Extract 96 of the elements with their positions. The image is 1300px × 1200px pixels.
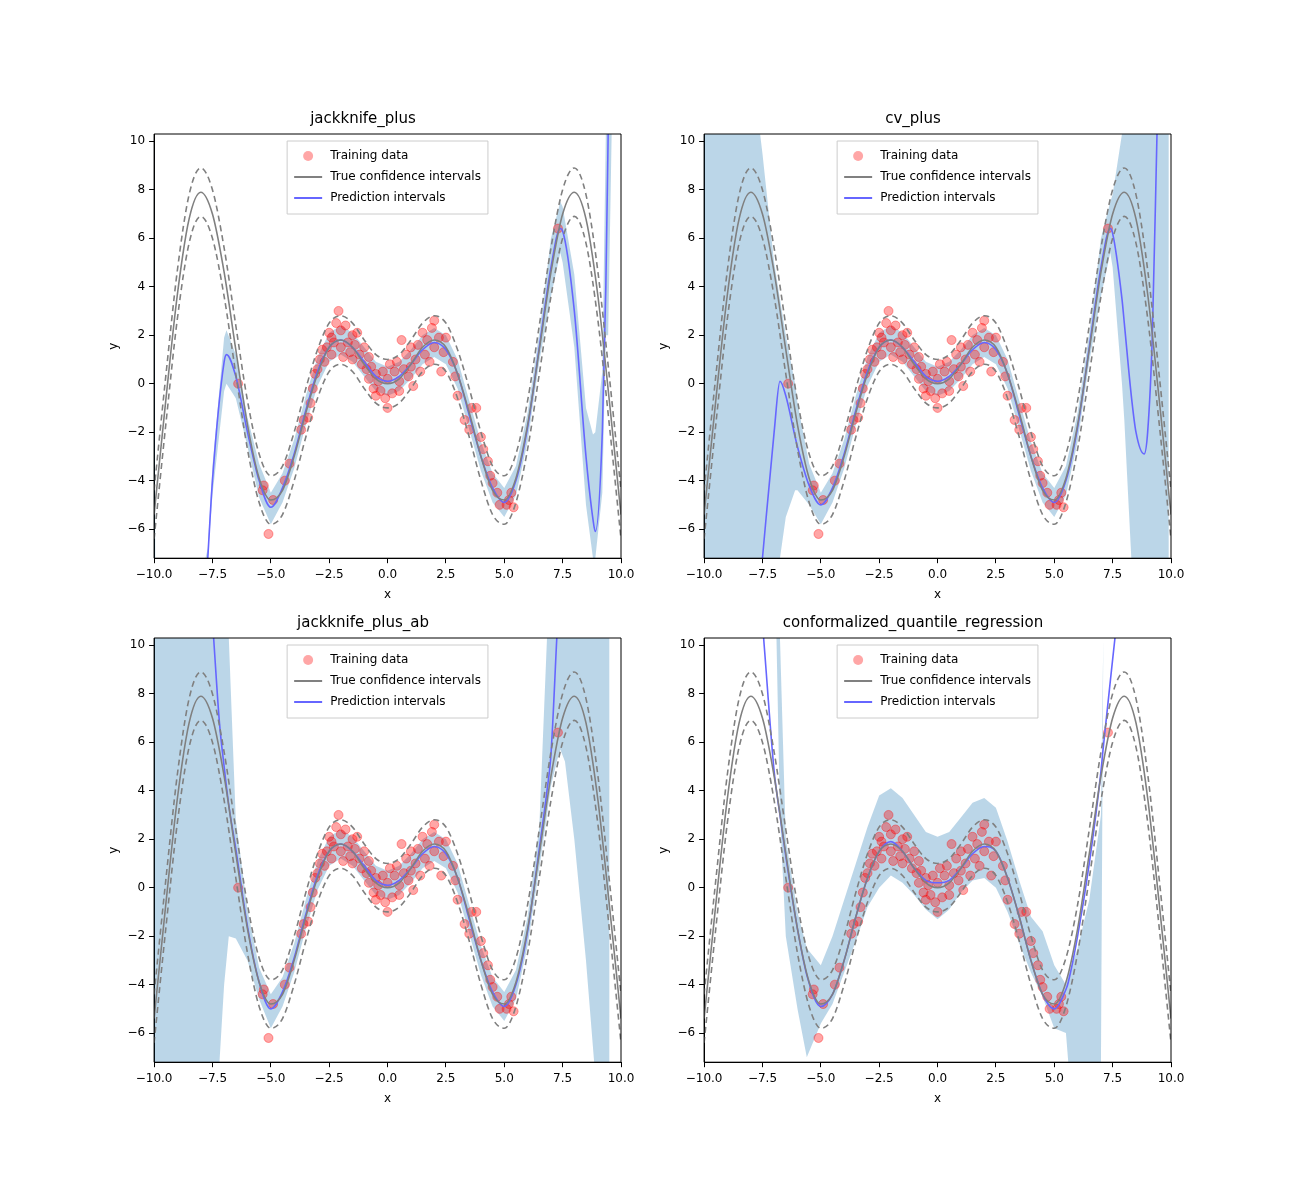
legend-label: Prediction intervals xyxy=(880,694,996,709)
y-tick-label: 2 xyxy=(687,831,696,846)
y-tick-label: 6 xyxy=(687,230,696,245)
x-tick-label: 2.5 xyxy=(986,566,1006,581)
x-tick-label: 10.0 xyxy=(1157,566,1185,581)
x-tick-label: 0.0 xyxy=(378,566,398,581)
x-tick-label: −10.0 xyxy=(685,1070,723,1085)
x-tick-label: −2.5 xyxy=(864,1070,894,1085)
legend-label: Training data xyxy=(329,652,409,667)
y-tick-label: 10 xyxy=(679,133,696,148)
chart-title: jackknife_plus_ab xyxy=(296,612,429,632)
y-tick-label: 4 xyxy=(137,782,146,797)
y-tick-label: 8 xyxy=(137,181,146,196)
y-tick-label: 10 xyxy=(129,637,146,652)
legend-label: Training data xyxy=(879,652,959,667)
x-tick-label: 7.5 xyxy=(553,1070,573,1085)
y-tick-label: 2 xyxy=(687,327,696,342)
y-tick-label: 2 xyxy=(137,831,146,846)
y-tick-label: 0 xyxy=(687,375,696,390)
legend-label: Prediction intervals xyxy=(330,694,446,709)
y-axis-title: y xyxy=(656,342,671,350)
x-axis-title: x xyxy=(933,1090,942,1105)
legend-label: Training data xyxy=(879,148,959,163)
x-tick-label: −5.0 xyxy=(256,1070,286,1085)
x-tick-label: −10.0 xyxy=(685,566,723,581)
y-axis-title: y xyxy=(656,846,671,854)
x-tick-label: 2.5 xyxy=(436,566,456,581)
x-tick-label: 0.0 xyxy=(928,1070,948,1085)
x-tick-label: −5.0 xyxy=(806,1070,836,1085)
x-axis-title: x xyxy=(383,1090,392,1105)
y-tick-label: 10 xyxy=(129,133,146,148)
legend-label: True confidence intervals xyxy=(879,673,1031,688)
chart-title: jackknife_plus xyxy=(309,108,417,128)
x-tick-label: 5.0 xyxy=(494,566,514,581)
y-tick-label: −4 xyxy=(677,976,696,991)
y-tick-label: 2 xyxy=(137,327,146,342)
legend-label: Prediction intervals xyxy=(880,190,996,205)
y-tick-label: −2 xyxy=(677,424,696,439)
x-tick-label: 7.5 xyxy=(1103,1070,1123,1085)
y-tick-label: −4 xyxy=(677,472,696,487)
chart-title: conformalized_quantile_regression xyxy=(782,612,1044,632)
x-tick-label: −7.5 xyxy=(197,1070,228,1085)
y-axis-title: y xyxy=(106,342,121,350)
x-tick-label: 5.0 xyxy=(1044,1070,1064,1085)
x-tick-label: 2.5 xyxy=(986,1070,1006,1085)
y-tick-label: 4 xyxy=(687,782,696,797)
x-axis-title: x xyxy=(933,586,942,601)
x-tick-label: 7.5 xyxy=(1103,566,1123,581)
y-tick-label: 8 xyxy=(137,685,146,700)
legend-label: True confidence intervals xyxy=(329,673,481,688)
y-tick-label: 10 xyxy=(679,637,696,652)
y-tick-label: −4 xyxy=(127,472,146,487)
x-tick-label: −10.0 xyxy=(135,1070,173,1085)
chart-title: cv_plus xyxy=(885,108,941,128)
x-tick-label: 5.0 xyxy=(1044,566,1064,581)
x-tick-label: −10.0 xyxy=(135,566,173,581)
x-tick-label: 2.5 xyxy=(436,1070,456,1085)
x-tick-label: −2.5 xyxy=(314,1070,344,1085)
x-tick-label: −7.5 xyxy=(197,566,228,581)
y-tick-label: 0 xyxy=(137,375,146,390)
legend-label: True confidence intervals xyxy=(879,169,1031,184)
y-tick-label: 6 xyxy=(687,734,696,749)
y-tick-label: −2 xyxy=(677,928,696,943)
y-tick-label: −4 xyxy=(127,976,146,991)
x-tick-label: −7.5 xyxy=(747,1070,778,1085)
legend-label: True confidence intervals xyxy=(329,169,481,184)
legend-label: Training data xyxy=(329,148,409,163)
x-tick-label: −2.5 xyxy=(864,566,894,581)
y-tick-label: 8 xyxy=(687,181,696,196)
x-tick-label: 0.0 xyxy=(378,1070,398,1085)
y-tick-label: −2 xyxy=(127,424,146,439)
y-tick-label: 4 xyxy=(687,278,696,293)
x-tick-label: 10.0 xyxy=(607,1070,635,1085)
x-tick-label: 10.0 xyxy=(607,566,635,581)
y-tick-label: −2 xyxy=(127,928,146,943)
x-tick-label: −5.0 xyxy=(806,566,836,581)
y-tick-label: 0 xyxy=(687,879,696,894)
x-tick-label: −7.5 xyxy=(747,566,778,581)
x-tick-label: 7.5 xyxy=(553,566,573,581)
x-tick-label: −2.5 xyxy=(314,566,344,581)
y-tick-label: 6 xyxy=(137,230,146,245)
x-tick-label: 0.0 xyxy=(928,566,948,581)
y-tick-label: −6 xyxy=(127,521,146,536)
y-tick-label: 8 xyxy=(687,685,696,700)
y-tick-label: −6 xyxy=(127,1025,146,1040)
y-tick-label: −6 xyxy=(677,1025,696,1040)
legend-label: Prediction intervals xyxy=(330,190,446,205)
y-tick-label: 6 xyxy=(137,734,146,749)
x-tick-label: 10.0 xyxy=(1157,1070,1185,1085)
y-tick-label: −6 xyxy=(677,521,696,536)
y-tick-label: 0 xyxy=(137,879,146,894)
x-tick-label: −5.0 xyxy=(256,566,286,581)
y-tick-label: 4 xyxy=(137,278,146,293)
x-tick-label: 5.0 xyxy=(494,1070,514,1085)
y-axis-title: y xyxy=(106,846,121,854)
x-axis-title: x xyxy=(383,586,392,601)
